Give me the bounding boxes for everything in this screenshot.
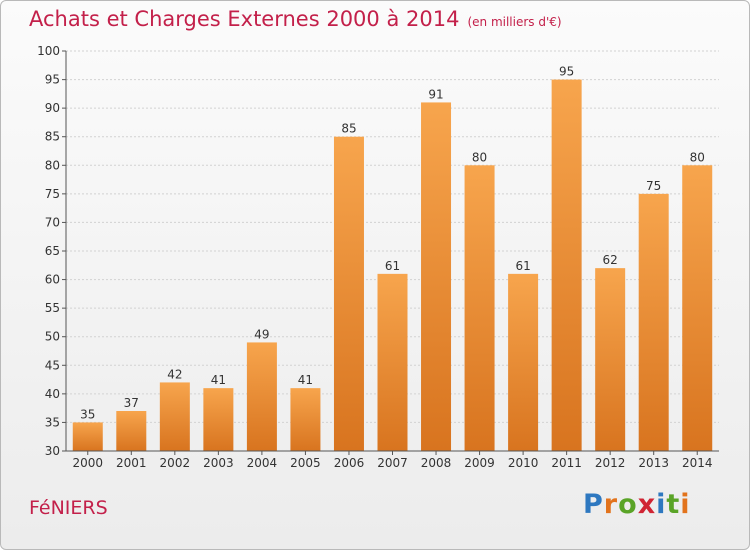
x-tick-label: 2002 bbox=[160, 456, 191, 470]
bar-2013 bbox=[638, 193, 669, 451]
bar-value-label: 85 bbox=[341, 122, 356, 136]
x-tick-label: 2007 bbox=[377, 456, 408, 470]
bar-value-label: 61 bbox=[515, 259, 530, 273]
logo-letter: i bbox=[656, 489, 667, 520]
y-tick-label: 75 bbox=[45, 187, 60, 201]
y-tick-label: 35 bbox=[45, 415, 60, 429]
bar-value-label: 41 bbox=[298, 373, 313, 387]
x-tick-label: 2009 bbox=[464, 456, 495, 470]
x-tick-label: 2006 bbox=[334, 456, 365, 470]
bar-value-label: 61 bbox=[385, 259, 400, 273]
y-tick-label: 30 bbox=[45, 444, 60, 458]
y-tick-label: 95 bbox=[45, 73, 60, 87]
y-tick-label: 90 bbox=[45, 101, 60, 115]
bar-2002 bbox=[159, 382, 190, 451]
chart-title: Achats et Charges Externes 2000 à 2014 (e… bbox=[29, 7, 562, 31]
bar-2014 bbox=[682, 165, 713, 452]
logo-letter: i bbox=[680, 489, 691, 520]
bar-value-label: 35 bbox=[80, 407, 95, 421]
x-tick-label: 2010 bbox=[508, 456, 539, 470]
bar-2011 bbox=[551, 79, 582, 452]
bar-2007 bbox=[377, 273, 408, 451]
y-tick-label: 50 bbox=[45, 330, 60, 344]
x-tick-label: 2013 bbox=[638, 456, 669, 470]
x-tick-label: 2005 bbox=[290, 456, 321, 470]
bars: 35 37 42 41 49 41 85 61 91 80 61 95 62 75 80 bbox=[72, 65, 713, 452]
bar-value-label: 37 bbox=[124, 396, 139, 410]
bar-value-label: 95 bbox=[559, 65, 574, 79]
bar-2001 bbox=[116, 411, 147, 451]
bar-2005 bbox=[290, 388, 321, 451]
bar-2012 bbox=[595, 268, 626, 451]
x-tick-label: 2000 bbox=[72, 456, 103, 470]
title-text: Achats et Charges Externes 2000 à 2014 bbox=[29, 7, 460, 31]
bar-value-label: 49 bbox=[254, 327, 269, 341]
x-tick-label: 2008 bbox=[421, 456, 452, 470]
bar-value-label: 80 bbox=[472, 150, 487, 164]
y-tick-label: 100 bbox=[37, 44, 60, 58]
logo-letter: o bbox=[618, 489, 638, 520]
bar-value-label: 75 bbox=[646, 179, 661, 193]
x-tick-label: 2014 bbox=[682, 456, 713, 470]
x-axis: 2000 2001 2002 2003 2004 2005 2006 2007 2008 2009… bbox=[72, 451, 713, 470]
y-tick-label: 70 bbox=[45, 215, 60, 229]
logo-letter: x bbox=[637, 489, 657, 520]
bar-value-label: 62 bbox=[603, 253, 618, 267]
x-tick-label: 2004 bbox=[247, 456, 278, 470]
bar-value-label: 80 bbox=[690, 150, 705, 164]
logo-letter: r bbox=[603, 489, 619, 520]
bar-2000 bbox=[72, 422, 103, 451]
title-unit: (en milliers d'€) bbox=[467, 15, 562, 29]
bar-2009 bbox=[464, 165, 495, 452]
bar-2004 bbox=[246, 342, 277, 451]
bar-value-label: 41 bbox=[211, 373, 226, 387]
proxiti-logo[interactable]: Proxiti bbox=[583, 489, 691, 520]
y-tick-label: 40 bbox=[45, 387, 60, 401]
bar-2010 bbox=[508, 273, 539, 451]
bar-value-label: 91 bbox=[428, 87, 443, 101]
x-tick-label: 2012 bbox=[595, 456, 626, 470]
bar-2006 bbox=[333, 136, 364, 451]
bar-2003 bbox=[203, 388, 234, 451]
logo-letter: t bbox=[666, 489, 681, 520]
bar-2008 bbox=[421, 102, 452, 451]
commune-name: FéNIERS bbox=[29, 497, 108, 519]
x-tick-label: 2011 bbox=[551, 456, 582, 470]
x-tick-label: 2001 bbox=[116, 456, 147, 470]
y-tick-label: 45 bbox=[45, 358, 60, 372]
y-tick-label: 60 bbox=[45, 273, 60, 287]
logo-letter: P bbox=[583, 489, 604, 520]
y-tick-label: 85 bbox=[45, 130, 60, 144]
x-tick-label: 2003 bbox=[203, 456, 234, 470]
bar-value-label: 42 bbox=[167, 367, 182, 381]
y-tick-label: 55 bbox=[45, 301, 60, 315]
y-tick-label: 65 bbox=[45, 244, 60, 258]
y-tick-label: 80 bbox=[45, 158, 60, 172]
